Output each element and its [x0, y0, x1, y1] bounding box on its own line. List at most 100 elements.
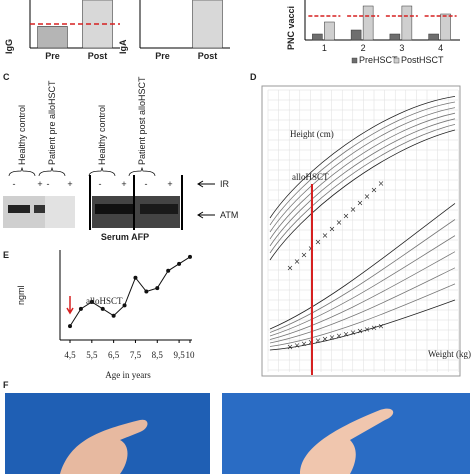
- centile-curve: [269, 203, 456, 330]
- bar: [37, 26, 68, 49]
- x-tick-label: 3: [399, 43, 404, 53]
- y-axis-label: PNC vacci: [286, 6, 296, 50]
- centile-curve: [269, 107, 456, 233]
- point: [89, 299, 94, 304]
- x-tick-label: 8,5: [152, 350, 164, 360]
- x-tick-label: 1: [322, 43, 327, 53]
- y-axis-label: IgA: [118, 39, 128, 54]
- hand: [60, 419, 148, 474]
- treatment: -: [99, 179, 102, 189]
- cross: [287, 265, 293, 350]
- cross: [301, 252, 307, 347]
- panel-label: D: [250, 72, 257, 82]
- blot-label: ATM: [220, 210, 238, 220]
- point: [177, 261, 182, 266]
- x-axis-label: Age in years: [105, 370, 151, 380]
- lane-label: Healthy control: [17, 105, 27, 165]
- lane-label: Patient post alloHSCT: [137, 76, 147, 165]
- centile-curve: [269, 96, 456, 219]
- brace: [8, 166, 36, 177]
- line: [69, 256, 191, 327]
- centile-curve: [269, 267, 456, 344]
- panel-label: C: [3, 72, 10, 82]
- treatment: -: [145, 179, 148, 189]
- point: [100, 306, 105, 311]
- band: [140, 204, 178, 214]
- point: [122, 303, 127, 308]
- centile-curve: [269, 283, 456, 347]
- legend-swatch: [393, 57, 400, 64]
- treatment: -: [13, 179, 16, 189]
- legend-swatch: [351, 57, 358, 64]
- x-tick-label: 5,5: [86, 350, 98, 360]
- point: [78, 306, 83, 311]
- annotation: alloHSCT: [292, 172, 329, 182]
- y-axis-label: ngml: [16, 285, 26, 305]
- treatment: +: [37, 179, 42, 189]
- x-tick-label: Pre: [45, 51, 60, 61]
- x-tick-label: 4,5: [64, 350, 76, 360]
- legend-label: PostHSCT: [401, 55, 444, 65]
- cross: [357, 200, 363, 334]
- cross: [364, 194, 370, 332]
- x-tick-label: 4: [438, 43, 443, 53]
- cross: [343, 213, 349, 337]
- centile-curve: [269, 251, 456, 340]
- arrows: [197, 180, 215, 219]
- legend-label: PreHSCT: [359, 55, 398, 65]
- cross: [350, 207, 356, 335]
- centile-curve: [269, 235, 456, 337]
- treatment: +: [67, 179, 72, 189]
- centile-curve: [269, 118, 456, 247]
- bar: [192, 0, 223, 49]
- x-tick-label: 7,5: [130, 350, 142, 360]
- panel-label: F: [3, 380, 9, 390]
- cross: [371, 187, 377, 331]
- x-tick-label: 9,5: [173, 350, 185, 360]
- weight-label: Weight (kg): [428, 349, 471, 359]
- blot-label: IR: [220, 179, 230, 189]
- point: [144, 289, 149, 294]
- bar: [428, 33, 439, 41]
- centile-curve: [269, 112, 456, 240]
- point: [133, 275, 138, 280]
- band: [8, 205, 30, 213]
- treatment: -: [47, 179, 50, 189]
- panel-label: E: [3, 250, 9, 260]
- bar: [389, 33, 401, 41]
- blot: [45, 196, 75, 228]
- x-tick-label: Post: [88, 51, 108, 61]
- y-axis-label: IgG: [4, 39, 14, 54]
- x-tick-label: 6,5: [108, 350, 120, 360]
- centile-curve: [269, 299, 456, 351]
- centile-curve: [269, 219, 456, 333]
- point: [68, 324, 72, 329]
- bar: [312, 33, 323, 41]
- point: [166, 268, 171, 273]
- cross: [378, 181, 384, 329]
- bar: [440, 13, 451, 41]
- centile-curve: [269, 129, 456, 261]
- annotation-arrow: [66, 296, 74, 315]
- bar: [324, 21, 335, 41]
- chart-title: Serum AFP: [101, 232, 149, 242]
- bar: [401, 5, 413, 41]
- bar: [362, 5, 374, 41]
- brace: [38, 166, 66, 177]
- brace: [128, 166, 156, 177]
- cross: [294, 259, 300, 348]
- treatment: +: [167, 179, 172, 189]
- height-label: Height (cm): [290, 129, 334, 139]
- treatment: +: [121, 179, 126, 189]
- lane-label: Patient pre alloHSCT: [47, 80, 57, 165]
- x-tick-label: Pre: [155, 51, 170, 61]
- point: [111, 313, 116, 318]
- annotation: alloHSCT: [86, 296, 123, 306]
- centile-curve: [269, 101, 456, 226]
- point: [188, 254, 192, 259]
- lane-label: Healthy control: [97, 105, 107, 165]
- cross: [315, 239, 321, 343]
- cross: [336, 220, 342, 339]
- band: [95, 204, 133, 214]
